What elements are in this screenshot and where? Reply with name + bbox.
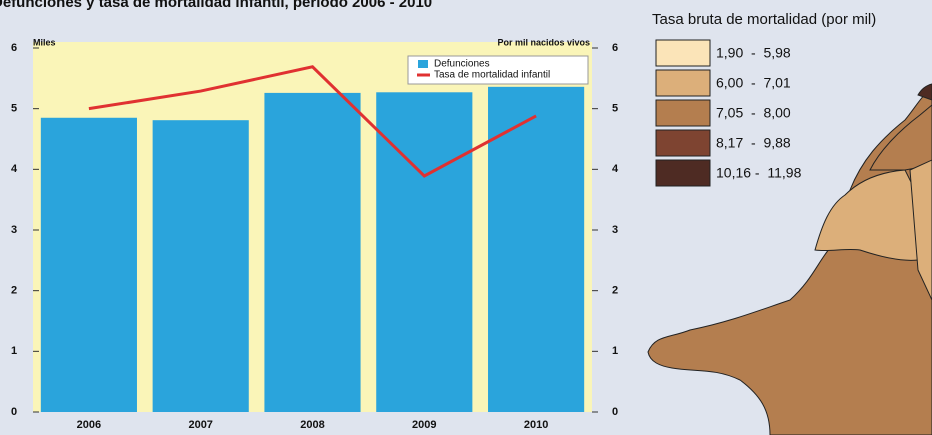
line [88,65,537,178]
y2-axis-label: Por mil nacidos vivos [497,37,590,47]
y2-tick-label: 1 [612,345,618,357]
y2-tick-label: 5 [612,103,618,115]
map-legend-label: 6,00 - 7,01 [716,75,791,91]
map-legend-title: Tasa bruta de mortalidad (por mil) [652,11,876,28]
legend-label: Defunciones [434,59,490,70]
bar [376,92,473,412]
y2-tick-label: 0 [612,406,618,418]
x-tick-label: 2006 [77,419,101,431]
bar [40,117,137,413]
legend-swatch [418,60,428,68]
y-axis-label: Miles [33,37,56,47]
y-tick-label: 4 [11,163,18,175]
legend-label: Tasa de mortalidad infantil [434,70,550,81]
map-region [869,104,932,171]
map-legend-label: 1,90 - 5,98 [716,45,791,61]
y-tick-label: 5 [11,103,17,115]
map-legend-swatch [655,99,711,127]
y2-tick-label: 6 [612,42,618,54]
bar [264,92,361,412]
map [647,83,932,435]
chart-title: Defunciones y tasa de mortalidad infanti… [0,0,432,11]
map-legend-label: 7,05 - 8,00 [716,105,791,121]
bar [488,86,585,413]
x-tick-label: 2007 [188,419,212,431]
y2-tick-label: 3 [612,224,618,236]
map-legend-swatch [655,39,711,67]
map-region [647,87,932,435]
bar [152,120,249,413]
y-tick-label: 3 [11,224,17,236]
x-tick-label: 2009 [412,419,436,431]
x-tick-label: 2010 [524,419,548,431]
map-region [917,83,932,101]
map-legend-swatch [655,159,711,187]
y-tick-label: 0 [11,406,17,418]
map-legend-swatch [655,69,711,97]
y-tick-label: 1 [11,345,17,357]
map-legend-label: 10,16 - 11,98 [716,165,802,181]
y2-tick-label: 4 [612,163,619,175]
map-legend-swatch [655,129,711,157]
y2-tick-label: 2 [612,285,618,297]
map-legend-label: 8,17 - 9,88 [716,135,791,151]
x-tick-label: 2008 [300,419,324,431]
y-tick-label: 6 [11,42,17,54]
map-region [909,159,932,301]
y-tick-label: 2 [11,285,17,297]
legend-box [407,55,589,85]
